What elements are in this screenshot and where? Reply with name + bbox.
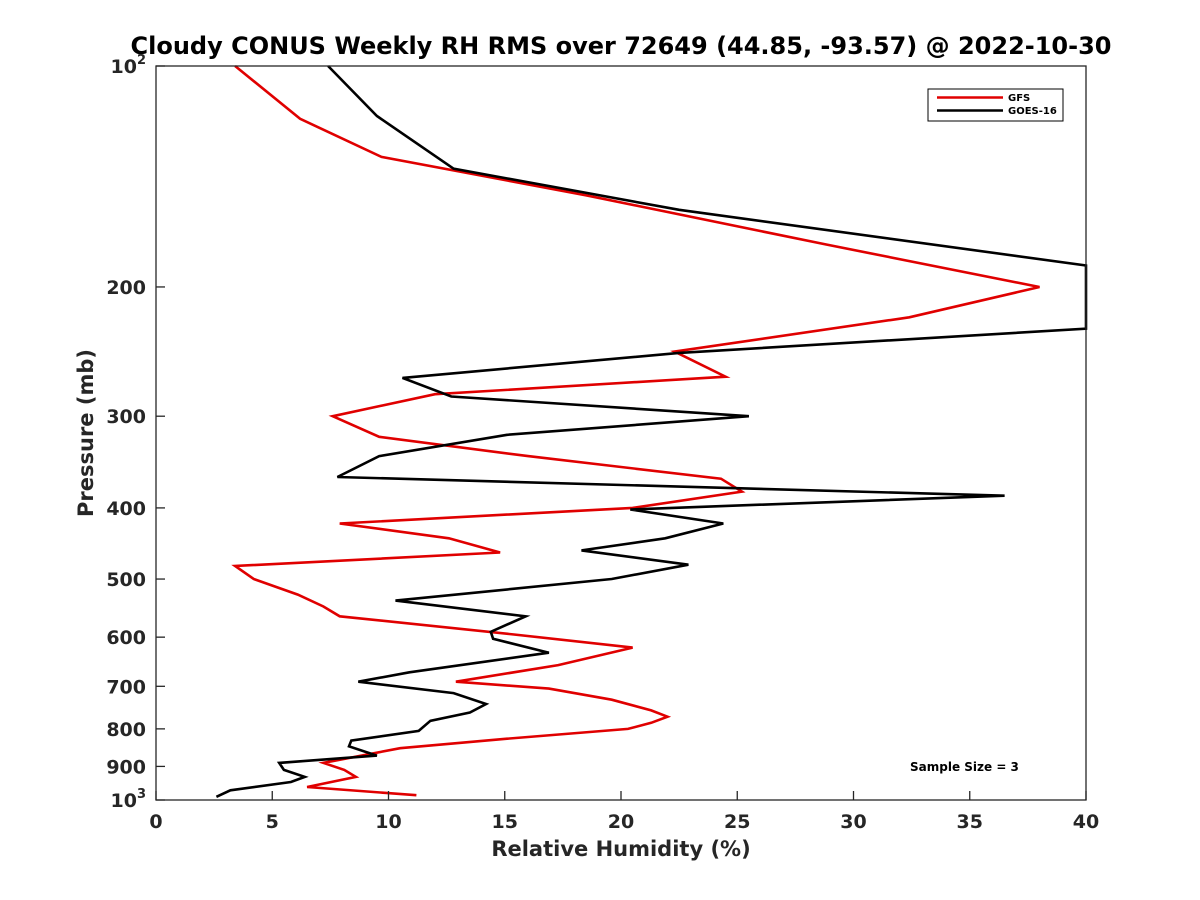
y-tick-label: 102 xyxy=(111,53,147,78)
y-tick-label: 800 xyxy=(106,719,146,741)
legend-box xyxy=(927,88,1064,122)
sample-size-annotation: Sample Size = 3 xyxy=(910,760,1019,774)
x-axis-ticks: 0 5 10 15 20 25 30 35 40 xyxy=(149,791,1099,833)
y-axis-label: Pressure (mb) xyxy=(74,349,98,517)
y-tick-label: 700 xyxy=(106,676,146,698)
y-tick-label: 900 xyxy=(106,756,146,778)
x-tick-label: 15 xyxy=(492,811,518,833)
x-axis-label: Relative Humidity (%) xyxy=(491,837,750,861)
x-tick-label: 30 xyxy=(840,811,866,833)
x-tick-label: 20 xyxy=(608,811,634,833)
y-tick-label: 400 xyxy=(106,498,146,520)
series-line-goes16 xyxy=(215,65,1088,798)
x-tick-label: 10 xyxy=(375,811,401,833)
y-tick-label: 500 xyxy=(106,569,146,591)
y-tick-label: 103 xyxy=(111,787,147,812)
y-axis-ticks: 102 200 300 400 500 600 700 800 900 103 xyxy=(106,53,165,812)
x-tick-label: 0 xyxy=(149,811,162,833)
series-line-gfs xyxy=(231,64,1040,797)
legend: GFS GOES-16 xyxy=(927,88,1064,122)
series-layer xyxy=(215,64,1088,798)
y-tick-label: 300 xyxy=(106,406,146,428)
y-tick-label: 600 xyxy=(106,627,146,649)
y-tick-label: 200 xyxy=(106,277,146,299)
x-tick-label: 5 xyxy=(266,811,279,833)
x-tick-label: 25 xyxy=(724,811,750,833)
x-tick-label: 35 xyxy=(957,811,983,833)
x-tick-label: 40 xyxy=(1073,811,1099,833)
plot-area: 0 5 10 15 20 25 30 35 40 102 200 300 400 500 600 700 80… xyxy=(106,53,1099,833)
chart-title: Cloudy CONUS Weekly RH RMS over 72649 (4… xyxy=(131,32,1112,60)
legend-label-goes16: GOES-16 xyxy=(1008,106,1057,117)
legend-label-gfs: GFS xyxy=(1008,93,1030,104)
